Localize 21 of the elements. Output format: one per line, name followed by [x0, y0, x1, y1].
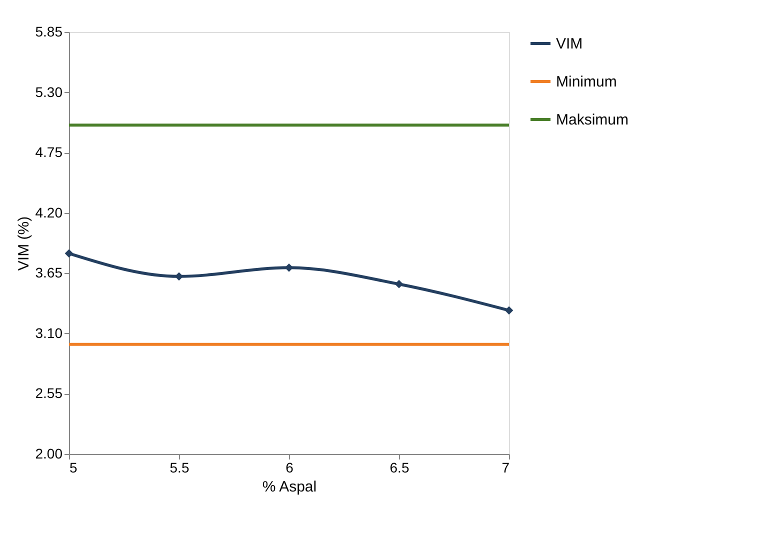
x-tick-label: 6.5 — [390, 460, 410, 476]
point — [394, 280, 404, 288]
y-tick-label: 4.75 — [35, 144, 63, 160]
x-tick-label: 5 — [70, 460, 78, 476]
y-tick-label: 5.30 — [35, 84, 63, 100]
x-axis-title: % Aspal — [262, 478, 317, 496]
point — [504, 306, 514, 315]
y-tick-label: 2.00 — [35, 446, 63, 462]
y-tick-label: 4.20 — [35, 204, 63, 220]
legend-label: VIM — [556, 36, 583, 52]
x-tick-label: 7 — [502, 460, 510, 476]
legend-label: Maksimum — [556, 112, 629, 128]
x-tick-label: 5.5 — [170, 460, 190, 476]
point — [64, 249, 74, 258]
y-tick-label: 5.85 — [35, 24, 63, 40]
y-tick-label: 3.65 — [35, 264, 63, 281]
legend-label: Minimum — [556, 74, 617, 90]
y-axis-title: VIM (%) — [15, 216, 32, 271]
x-tick-label: 6 — [286, 460, 294, 476]
y-tick-label: 3.10 — [35, 324, 63, 341]
y-tick-label: 2.55 — [35, 385, 63, 402]
